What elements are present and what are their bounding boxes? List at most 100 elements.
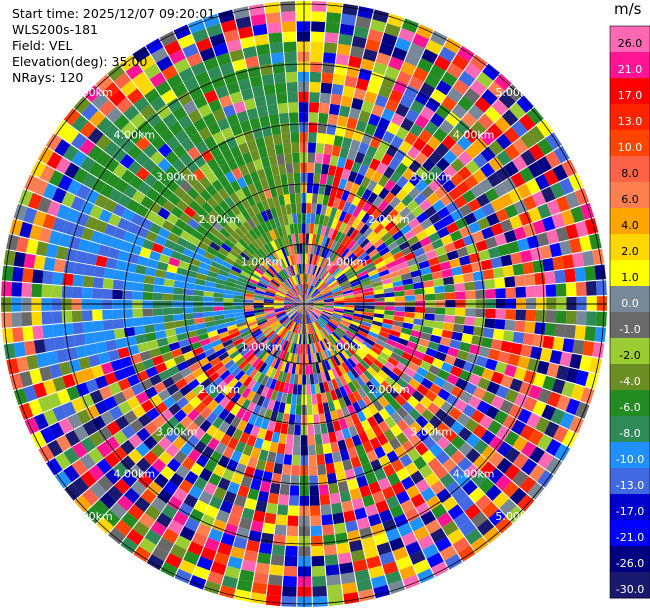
velocity-gate xyxy=(412,372,425,384)
velocity-gate xyxy=(81,103,99,121)
velocity-gate xyxy=(274,307,285,312)
velocity-gate xyxy=(453,357,466,370)
velocity-gate xyxy=(1,312,12,328)
velocity-gate xyxy=(235,16,252,29)
velocity-gate xyxy=(259,277,270,285)
velocity-gate xyxy=(374,305,385,310)
velocity-gate xyxy=(174,129,189,144)
velocity-gate xyxy=(424,120,439,136)
velocity-gate xyxy=(315,279,323,288)
velocity-gate xyxy=(185,173,199,187)
velocity-gate xyxy=(329,492,341,505)
velocity-gate xyxy=(409,123,424,138)
velocity-gate xyxy=(260,210,269,222)
velocity-gate xyxy=(222,468,235,482)
velocity-gate xyxy=(178,479,194,494)
velocity-gate xyxy=(283,304,294,307)
velocity-gate xyxy=(265,12,281,24)
velocity-gate xyxy=(204,320,216,328)
velocity-gate xyxy=(514,320,526,333)
velocity-gate xyxy=(135,136,151,151)
velocity-gate xyxy=(276,412,284,424)
velocity-gate xyxy=(306,192,313,204)
velocity-gate xyxy=(81,310,93,322)
velocity-gate xyxy=(253,305,264,308)
velocity-gate xyxy=(311,565,326,577)
velocity-gate xyxy=(351,35,367,49)
velocity-gate xyxy=(205,184,218,197)
velocity-gate xyxy=(494,277,506,289)
velocity-gate xyxy=(510,342,523,356)
velocity-gate xyxy=(33,413,49,431)
velocity-gate xyxy=(109,89,127,107)
velocity-gate xyxy=(311,276,317,286)
velocity-gate xyxy=(327,113,339,126)
velocity-gate xyxy=(458,70,476,87)
velocity-gate xyxy=(330,93,342,106)
velocity-gate xyxy=(488,348,501,361)
velocity-gate xyxy=(62,373,76,389)
velocity-gate xyxy=(495,516,513,534)
velocity-gate xyxy=(88,161,104,178)
velocity-gate xyxy=(246,206,256,218)
velocity-gate xyxy=(135,204,149,218)
velocity-gate xyxy=(310,384,316,395)
velocity-gate xyxy=(107,64,125,82)
velocity-gate xyxy=(213,204,225,217)
velocity-gate xyxy=(419,199,432,212)
velocity-gate xyxy=(216,52,232,66)
velocity-gate xyxy=(179,384,192,397)
velocity-gate xyxy=(339,386,348,398)
velocity-gate xyxy=(243,422,254,435)
velocity-gate xyxy=(304,299,314,304)
velocity-gate xyxy=(206,157,220,171)
velocity-gate xyxy=(522,333,535,346)
velocity-gate xyxy=(376,542,392,556)
velocity-gate xyxy=(462,404,477,418)
velocity-gate xyxy=(435,536,452,552)
velocity-gate xyxy=(254,311,265,316)
velocity-gate xyxy=(420,332,432,341)
velocity-gate xyxy=(187,218,200,230)
velocity-gate xyxy=(499,498,517,516)
velocity-gate xyxy=(288,321,295,331)
velocity-gate xyxy=(440,193,454,207)
velocity-gate xyxy=(304,304,312,312)
velocity-gate xyxy=(73,167,89,184)
velocity-gate xyxy=(450,158,465,173)
velocity-gate xyxy=(321,339,329,350)
velocity-gate xyxy=(189,132,204,146)
velocity-gate xyxy=(45,243,59,258)
velocity-gate xyxy=(62,144,79,162)
velocity-gate xyxy=(236,321,247,328)
velocity-gate xyxy=(517,494,535,512)
velocity-gate xyxy=(273,534,286,546)
velocity-gate xyxy=(254,437,264,450)
velocity-gate xyxy=(222,260,233,270)
velocity-gate xyxy=(282,268,290,279)
velocity-gate xyxy=(390,246,402,256)
velocity-gate xyxy=(248,368,259,379)
velocity-gate xyxy=(344,437,355,450)
velocity-gate xyxy=(304,283,306,294)
velocity-gate xyxy=(354,151,366,164)
velocity-gate xyxy=(323,143,333,155)
velocity-gate xyxy=(229,192,241,205)
velocity-gate xyxy=(339,562,354,575)
velocity-gate xyxy=(315,153,324,164)
velocity-gate xyxy=(283,193,291,205)
velocity-gate xyxy=(511,419,526,436)
velocity-gate xyxy=(98,209,113,223)
velocity-gate xyxy=(117,495,134,512)
velocity-gate xyxy=(431,271,443,280)
velocity-gate xyxy=(365,428,377,441)
velocity-gate xyxy=(225,281,237,288)
velocity-gate xyxy=(281,329,289,339)
velocity-gate xyxy=(384,66,400,80)
velocity-gate xyxy=(178,115,193,130)
velocity-gate xyxy=(248,229,258,240)
velocity-gate xyxy=(308,285,314,296)
velocity-gate xyxy=(479,414,494,430)
velocity-gate xyxy=(448,407,463,421)
velocity-gate xyxy=(535,310,547,323)
